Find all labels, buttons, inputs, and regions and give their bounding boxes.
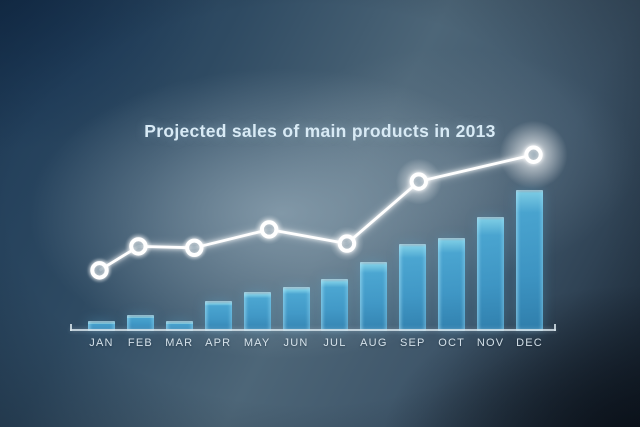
x-label-jan: JAN [89,337,114,349]
x-label-nov: NOV [476,337,505,349]
chart-title: Projected sales of main products in 2013 [144,121,496,141]
bar-jun [282,287,310,331]
x-label-may: MAY [243,337,271,349]
x-label-apr: APR [205,337,232,349]
x-label-feb: FEB [127,337,153,349]
x-axis-end-tick-left [70,324,72,331]
x-label-aug: AUG [360,337,388,349]
x-label-jun: JUN [283,337,309,349]
bar-may [243,292,271,331]
bar-jul [321,279,349,331]
bar-jan [88,321,115,331]
x-label-dec: DEC [516,337,543,349]
x-axis-end-tick-right [554,324,556,331]
x-label-sep: SEP [399,337,426,349]
x-axis [70,324,556,331]
bar-aug [360,262,388,331]
x-label-oct: OCT [438,337,466,349]
bar-mar [165,321,193,331]
x-label-mar: MAR [165,337,194,349]
x-label-jul: JUL [323,337,347,349]
bar-apr [204,301,232,331]
bar-feb [126,315,154,331]
